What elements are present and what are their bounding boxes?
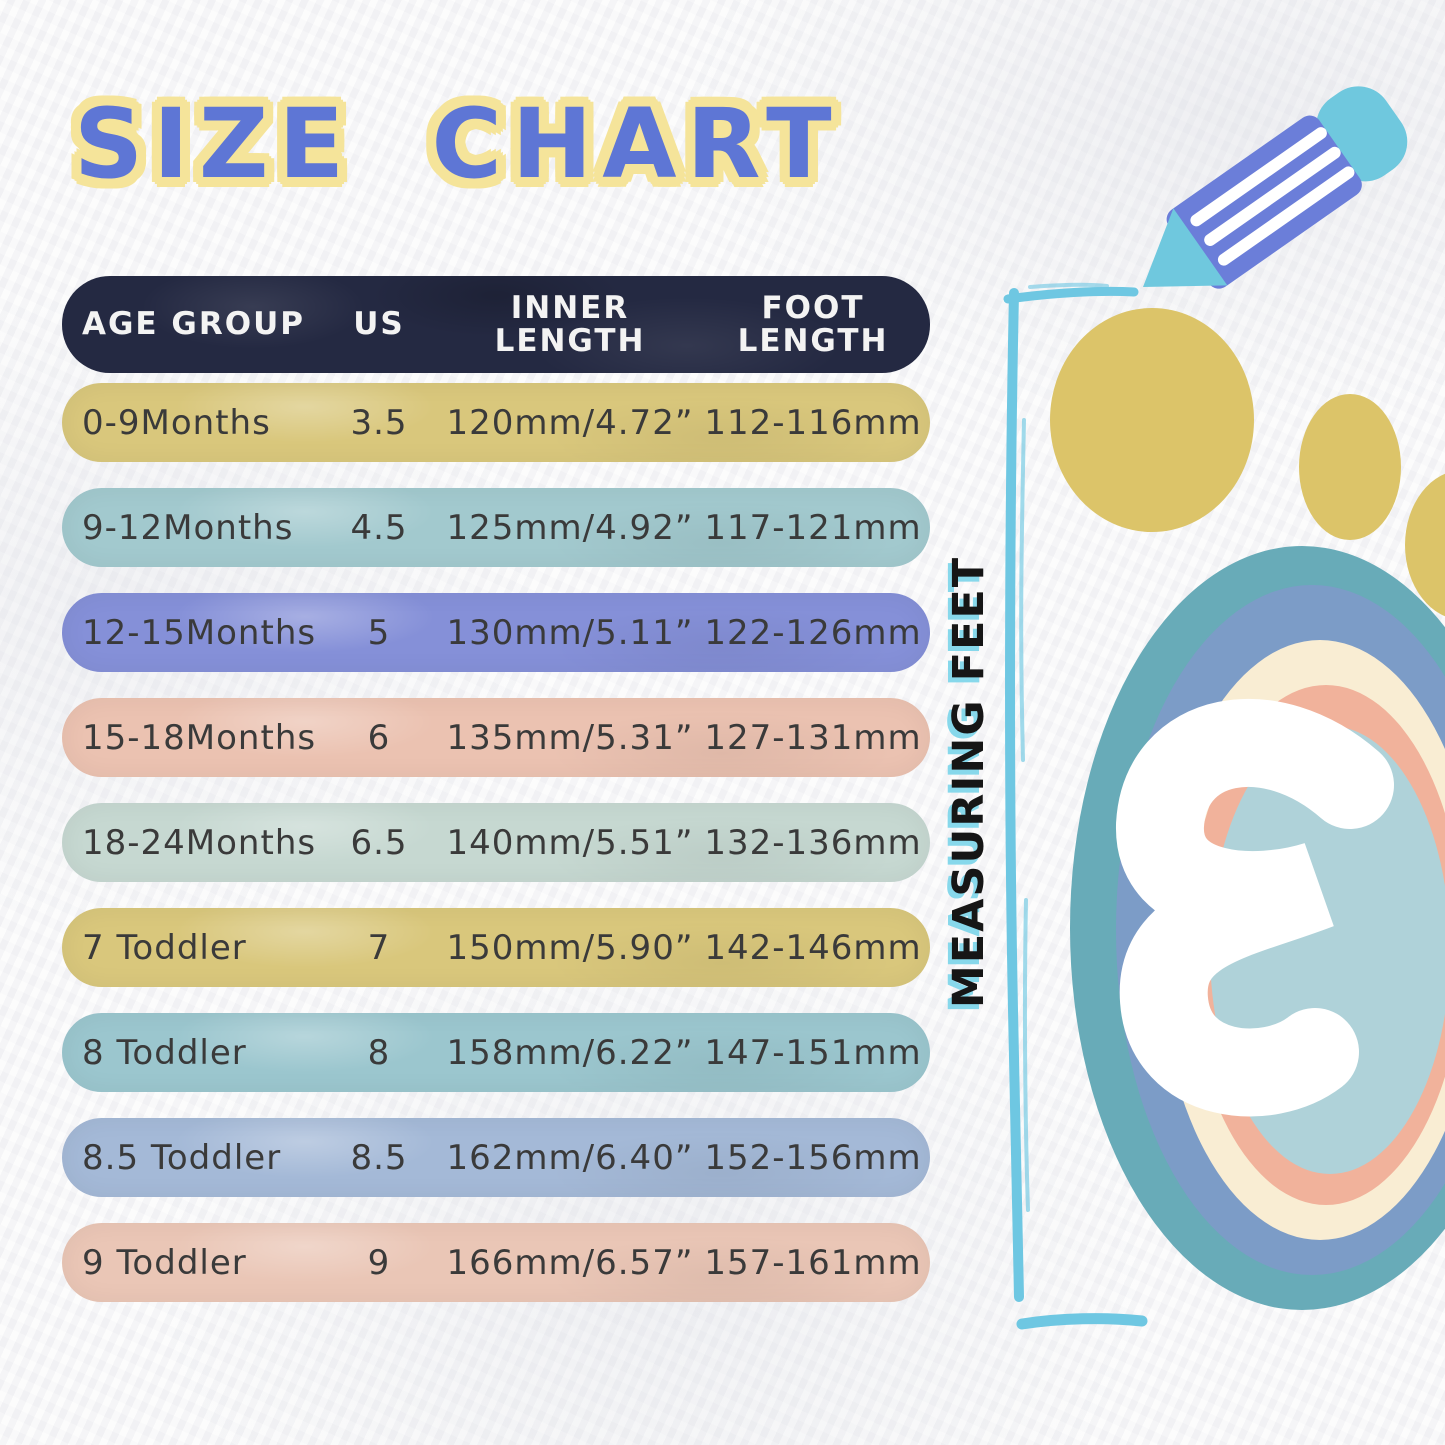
inner-length-cell: 125mm/4.92” [446, 507, 694, 548]
age-group-cell: 9-12Months [82, 507, 294, 548]
us-size-cell: 3.5 [350, 402, 408, 443]
table-row: 9 Toddler 9 166mm/6.57” 157-161mm [62, 1223, 930, 1302]
us-size-cell: 7 [367, 927, 391, 968]
age-group-cell: 8.5 Toddler [82, 1137, 282, 1178]
size-table: AGE GROUP US INNER LENGTH FOOT LENGTH 0-… [62, 276, 930, 1328]
foot-length-cell: 142-146mm [704, 927, 922, 968]
us-size-cell: 6.5 [350, 822, 408, 863]
inner-length-cell: 140mm/5.51” [446, 822, 694, 863]
inner-length-cell: 158mm/6.22” [446, 1032, 694, 1073]
table-row: 7 Toddler 7 150mm/5.90” 142-146mm [62, 908, 930, 987]
foot-length-cell: 132-136mm [704, 822, 922, 863]
us-size-cell: 5 [367, 612, 391, 653]
footprint-icon [1050, 308, 1445, 1310]
table-row: 12-15Months 5 130mm/5.11” 122-126mm [62, 593, 930, 672]
inner-length-cell: 130mm/5.11” [446, 612, 694, 653]
table-row: 9-12Months 4.5 125mm/4.92” 117-121mm [62, 488, 930, 567]
foot-length-cell: 157-161mm [704, 1242, 922, 1283]
footprint-sole [1070, 546, 1445, 1310]
us-size-cell: 4.5 [350, 507, 408, 548]
column-header-inner-length: INNER LENGTH [494, 289, 646, 359]
pencil-icon [1143, 86, 1408, 289]
age-group-cell: 18-24Months [82, 822, 317, 863]
us-size-cell: 8 [367, 1032, 391, 1073]
column-header-foot-length: FOOT LENGTH [737, 289, 889, 359]
inner-length-cell: 120mm/4.72” [446, 402, 694, 443]
inner-length-cell: 166mm/6.57” [446, 1242, 694, 1283]
age-group-cell: 8 Toddler [82, 1032, 247, 1073]
foot-length-cell: 127-131mm [704, 717, 922, 758]
table-row: 8.5 Toddler 8.5 162mm/6.40” 152-156mm [62, 1118, 930, 1197]
age-group-cell: 12-15Months [82, 612, 317, 653]
foot-length-cell: 147-151mm [704, 1032, 922, 1073]
us-size-cell: 6 [367, 717, 391, 758]
foot-length-cell: 112-116mm [704, 402, 922, 443]
column-header-age-group: AGE GROUP [82, 306, 305, 343]
inner-length-cell: 162mm/6.40” [446, 1137, 694, 1178]
foot-length-cell: 122-126mm [704, 612, 922, 653]
age-group-cell: 9 Toddler [82, 1242, 247, 1283]
table-header-row: AGE GROUP US INNER LENGTH FOOT LENGTH [62, 276, 930, 373]
table-row: 18-24Months 6.5 140mm/5.51” 132-136mm [62, 803, 930, 882]
age-group-cell: 7 Toddler [82, 927, 247, 968]
footprint-toes [1050, 308, 1445, 617]
table-row: 0-9Months 3.5 120mm/4.72” 112-116mm [62, 383, 930, 462]
foot-length-cell: 117-121mm [704, 507, 922, 548]
sketch-frame-lines [1003, 282, 1148, 1330]
measuring-feet-label: MEASURING FEET [944, 555, 994, 1009]
page-title: SIZE CHART [74, 88, 842, 200]
column-header-us: US [353, 306, 405, 343]
table-row: 15-18Months 6 135mm/5.31” 127-131mm [62, 698, 930, 777]
us-size-cell: 8.5 [350, 1137, 408, 1178]
us-size-cell: 9 [367, 1242, 391, 1283]
footprint-squiggle [1116, 698, 1394, 1117]
table-row: 8 Toddler 8 158mm/6.22” 147-151mm [62, 1013, 930, 1092]
inner-length-cell: 135mm/5.31” [446, 717, 694, 758]
foot-length-cell: 152-156mm [704, 1137, 922, 1178]
age-group-cell: 0-9Months [82, 402, 271, 443]
age-group-cell: 15-18Months [82, 717, 317, 758]
inner-length-cell: 150mm/5.90” [446, 927, 694, 968]
